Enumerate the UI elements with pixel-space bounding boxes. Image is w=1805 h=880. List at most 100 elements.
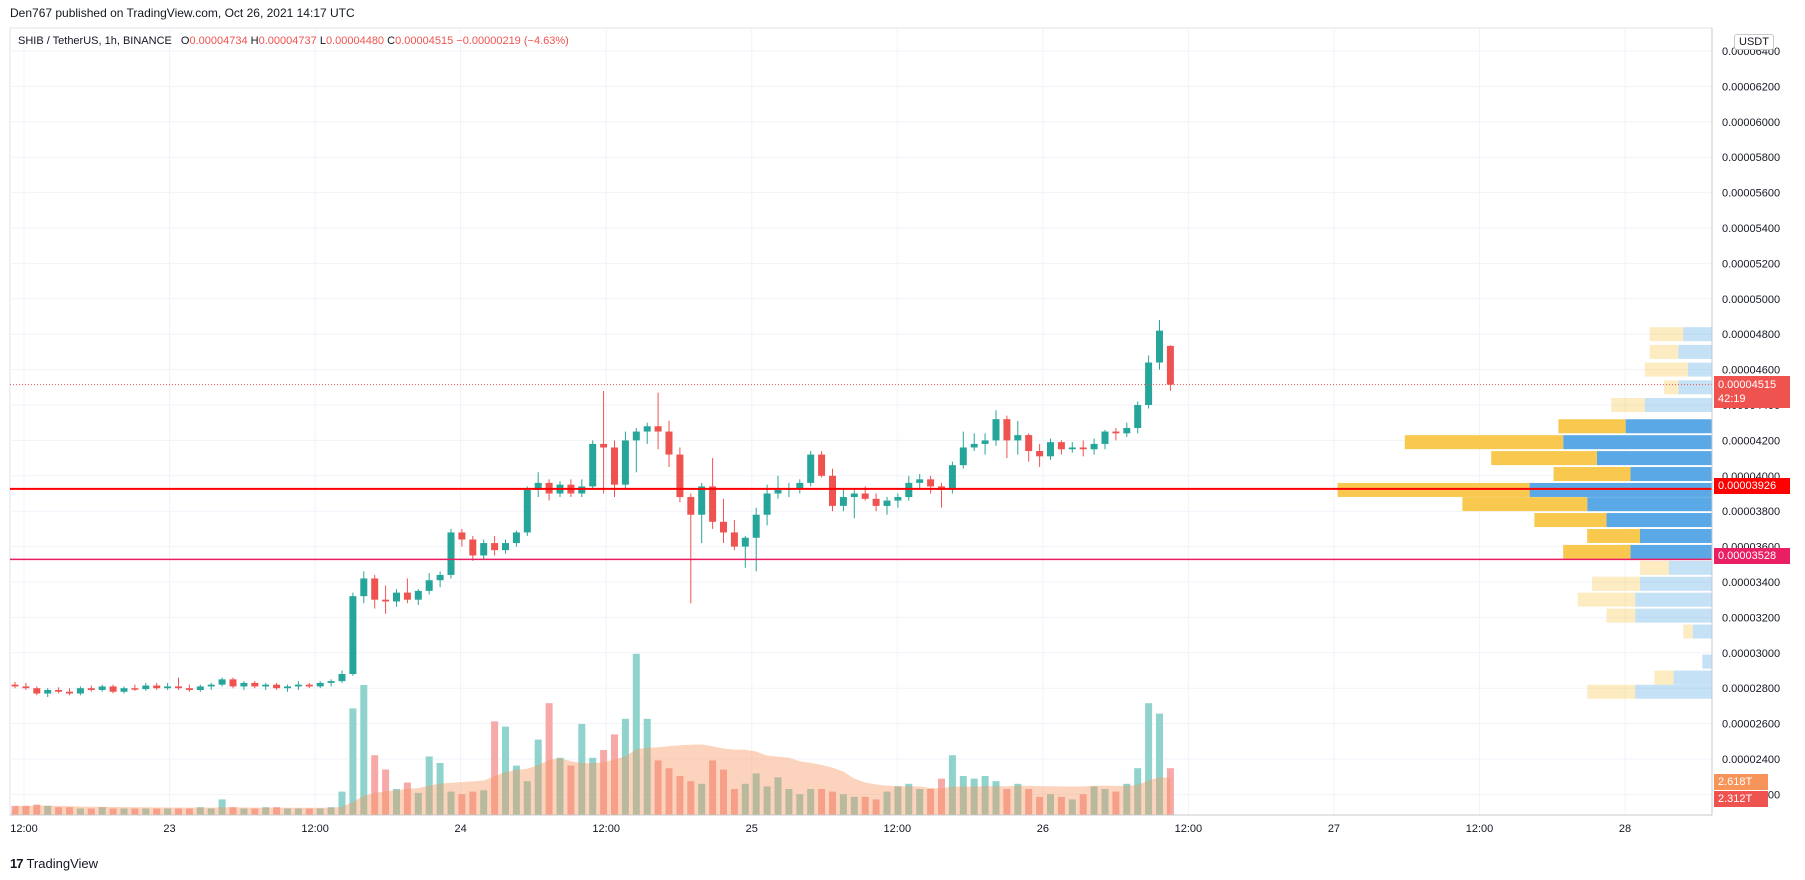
candle-body [643, 426, 651, 432]
profile-bar-down [1625, 419, 1712, 434]
volume-ma-area [11, 744, 1171, 815]
candle-body [327, 681, 335, 683]
level-1-label: 0.00003926 [1714, 478, 1790, 494]
candlestick-chart[interactable]: 0.000064000.000062000.000060000.00005800… [0, 0, 1805, 850]
volume-bar [1057, 796, 1065, 815]
candle-body [371, 578, 379, 600]
candle-body [523, 489, 531, 533]
volume-bar [284, 808, 291, 815]
candle-body [284, 686, 291, 689]
profile-bar-up [1404, 435, 1564, 450]
volume-bar [796, 794, 804, 815]
candle-body [382, 599, 390, 602]
profile-bar-up [1462, 497, 1588, 512]
candle-body [916, 479, 924, 483]
volume-bar [502, 726, 509, 815]
volume-bar [447, 791, 455, 815]
volume-bar [393, 789, 400, 815]
axis-currency-unit[interactable]: USDT [1734, 34, 1774, 50]
profile-bar-up [1587, 528, 1640, 543]
candle-body [927, 479, 935, 487]
volume-bar [76, 808, 84, 815]
profile-bar-down [1702, 654, 1712, 669]
profile-bar-down [1673, 670, 1712, 685]
volume-bar [11, 805, 19, 815]
volume-bar [578, 724, 586, 815]
plot-frame [9, 27, 1713, 816]
x-tick-label: 12:00 [1175, 823, 1203, 835]
volume-bar [131, 808, 139, 815]
candle-body [818, 454, 826, 476]
volume-bar [196, 807, 204, 815]
candle-body [752, 514, 760, 538]
y-tick-label: 0.00002400 [1722, 754, 1780, 766]
profile-bar-up [1491, 451, 1597, 466]
candle-body [1156, 330, 1163, 363]
volume-bar [938, 778, 945, 815]
candle-body [338, 674, 346, 682]
volume-bar [55, 807, 63, 815]
volume-bar [1003, 789, 1011, 815]
y-tick-label: 0.00004200 [1722, 435, 1780, 447]
open-label: O [180, 35, 190, 47]
x-tick-label: 28 [1619, 823, 1631, 835]
grid [9, 27, 1713, 816]
candle-body [774, 489, 782, 494]
volume-bar [665, 768, 673, 815]
candle-body [730, 532, 738, 547]
candle-body [447, 532, 455, 575]
candle-body [229, 679, 237, 687]
volume-bar [382, 769, 390, 815]
profile-bar-up [1644, 362, 1688, 377]
candle-body [262, 684, 270, 687]
volume-bar [425, 756, 433, 815]
candle-body [948, 465, 956, 490]
profile-bar-down [1678, 380, 1712, 395]
volume-bar [763, 786, 771, 815]
volume-bar [556, 757, 564, 815]
volume-bar [829, 791, 836, 815]
volume-bar [774, 777, 782, 815]
volume-bar [98, 807, 106, 815]
profile-bar-down [1630, 544, 1712, 559]
candle-body [883, 500, 891, 506]
volume-bar [927, 789, 935, 815]
candle-body [687, 497, 695, 515]
candle-body [796, 482, 804, 489]
candle-body [393, 592, 400, 602]
candle-body [33, 688, 41, 694]
volume-profile [1337, 327, 1712, 699]
profile-bar-down [1683, 327, 1712, 342]
candle-body [807, 454, 815, 483]
profile-bar-down [1630, 467, 1712, 482]
profile-bar-up [1664, 380, 1679, 395]
price-axis: 0.000064000.000062000.000060000.00005800… [1711, 28, 1780, 815]
profile-bar-down [1606, 513, 1712, 528]
volume-bar [523, 781, 531, 815]
profile-bar-up [1558, 419, 1626, 434]
tradingview-footer: 17 TradingView [10, 856, 98, 871]
x-tick-label: 12:00 [592, 823, 620, 835]
x-tick-label: 12:00 [301, 823, 329, 835]
volume-label-1: 2.618T [1714, 774, 1768, 790]
profile-bar-down [1692, 624, 1712, 639]
volume-bar [360, 685, 368, 815]
volume-bar [621, 718, 629, 815]
volume-bar [414, 792, 422, 815]
y-tick-label: 0.00006200 [1722, 81, 1780, 93]
volume-bar [175, 808, 182, 815]
candle-body [1057, 442, 1065, 450]
volume-bar [469, 791, 477, 815]
ohlc-legend: SHIB / TetherUS, 1h, BINANCE O0.00004734… [18, 35, 569, 47]
volume-bar [883, 791, 891, 815]
volume-bar [1025, 789, 1033, 815]
volume-bar [1014, 783, 1022, 815]
volume-bar [229, 807, 237, 815]
volume-bar [338, 791, 346, 815]
y-tick-label: 0.00003400 [1722, 577, 1780, 589]
profile-bar-down [1640, 576, 1712, 591]
candle-body [763, 493, 771, 515]
volume-bar [480, 790, 488, 815]
volume-bar [458, 794, 466, 815]
candle-body [600, 443, 608, 448]
